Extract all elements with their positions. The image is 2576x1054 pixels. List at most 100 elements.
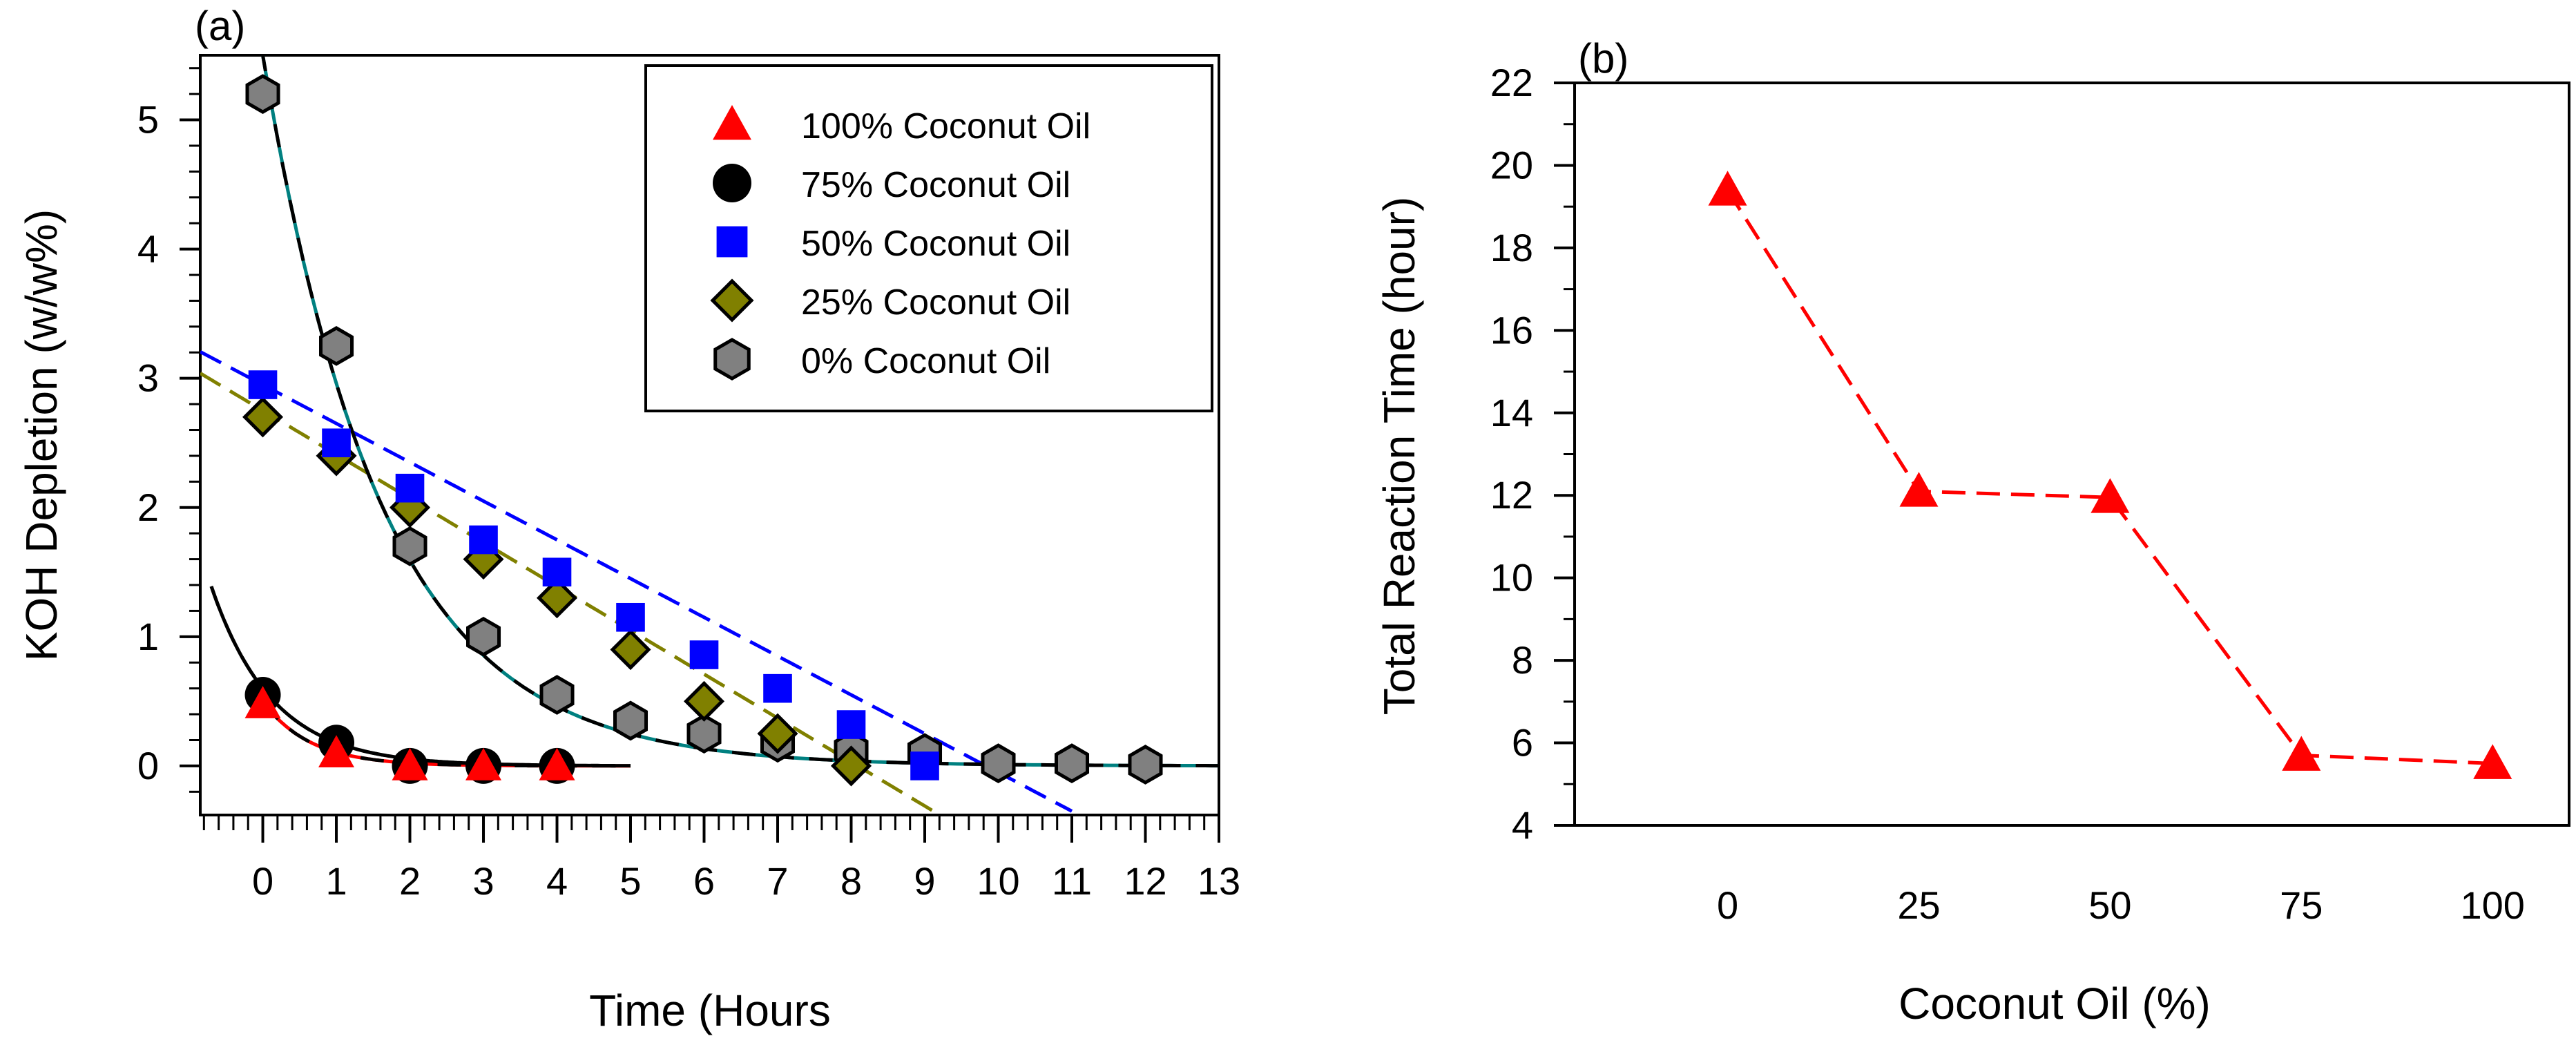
x-tick-label-a: 10 <box>977 859 1019 903</box>
data-point-hexagon <box>613 700 648 741</box>
legend-label-0: 0% Coconut Oil <box>801 341 1050 381</box>
x-axis-title-a: Time (Hours <box>589 986 831 1035</box>
data-markers-b <box>1708 171 2512 779</box>
series-line <box>1726 189 2493 765</box>
y-tick-label-a: 2 <box>137 486 159 529</box>
data-point-diamond <box>610 629 651 671</box>
legend-entry-0: 0% Coconut Oil <box>713 338 1050 381</box>
x-tick-label-a: 0 <box>252 859 273 903</box>
y-tick-label-b: 20 <box>1490 143 1533 186</box>
fit-curve-dash-1 <box>209 586 631 768</box>
data-point-triangle <box>2090 478 2130 513</box>
x-tick-label-b: 25 <box>1897 883 1940 927</box>
fit-line-2 <box>200 350 1073 813</box>
x-tick-label-a: 2 <box>399 859 421 903</box>
x-tick-label-a: 4 <box>546 859 568 903</box>
y-axis-ticks-b: 4 6 8 10 12 14 16 18 20 22 <box>1490 61 1575 847</box>
legend-marker-25 <box>710 278 754 323</box>
y-axis-title-b: Total Reaction Time (hour) <box>1374 197 1424 716</box>
y-tick-label-b: 18 <box>1490 226 1533 269</box>
data-point-hexagon <box>1128 745 1163 785</box>
y-tick-label-b: 22 <box>1490 61 1533 104</box>
y-tick-label-b: 16 <box>1490 308 1533 352</box>
x-tick-label-b: 100 <box>2461 883 2525 927</box>
data-point-square <box>910 751 939 780</box>
y-tick-label-b: 8 <box>1512 638 1533 682</box>
data-point-triangle <box>392 747 428 780</box>
data-point-hexagon <box>392 526 427 566</box>
data-point-square <box>542 557 572 587</box>
y-tick-label-b: 6 <box>1512 721 1533 765</box>
legend-marker-50 <box>716 226 748 258</box>
y-axis-ticks-a: 0 1 2 3 4 5 <box>137 67 200 793</box>
fit-curve-1 <box>209 586 631 768</box>
x-tick-label-b: 0 <box>1717 883 1738 927</box>
legend-marker-diamond <box>710 278 754 323</box>
data-point-square <box>395 473 425 503</box>
y-tick-label-b: 4 <box>1512 803 1533 847</box>
x-tick-label-a: 5 <box>619 859 641 903</box>
data-point-square <box>322 428 351 458</box>
data-point-hexagon <box>686 713 722 754</box>
x-tick-label-b: 75 <box>2280 883 2323 927</box>
x-tick-label-a: 11 <box>1052 859 1092 903</box>
data-point-diamond <box>830 745 872 787</box>
x-tick-label-a: 7 <box>767 859 788 903</box>
series-line-b <box>1726 189 2493 765</box>
data-point-square <box>689 640 719 669</box>
legend-marker-square <box>716 226 748 258</box>
legend-label-75: 75% Coconut Oil <box>801 165 1070 205</box>
y-tick-label-a: 1 <box>137 615 159 658</box>
data-point-square <box>469 525 498 555</box>
data-point-diamond <box>683 680 725 722</box>
legend-entry-100: 100% Coconut Oil <box>713 105 1090 146</box>
x-tick-label-a: 1 <box>325 859 347 903</box>
data-point-triangle <box>1899 472 1939 507</box>
y-tick-label-b: 14 <box>1490 391 1533 434</box>
legend-marker-circle <box>713 164 751 202</box>
panel-label-a: (a) <box>195 3 245 49</box>
data-point-triangle <box>1708 171 1747 206</box>
legend-entry-50: 50% Coconut Oil <box>716 224 1070 264</box>
legend-a: 100% Coconut Oil 75% Coconut Oil 50% Coc… <box>644 64 1213 412</box>
data-markers-a <box>242 74 1163 787</box>
data-point-diamond <box>536 577 578 619</box>
legend-marker-0 <box>713 338 751 381</box>
data-point-triangle <box>465 747 502 780</box>
data-point-triangle <box>539 747 575 780</box>
legend-label-25: 25% Coconut Oil <box>801 282 1070 323</box>
y-tick-label-a: 4 <box>137 227 159 271</box>
x-tick-label-a: 9 <box>914 859 935 903</box>
legend-entry-75: 75% Coconut Oil <box>713 164 1070 205</box>
y-tick-label-b: 12 <box>1490 473 1533 517</box>
x-tick-label-b: 50 <box>2088 883 2131 927</box>
data-point-triangle <box>244 686 281 718</box>
x-tick-label-a: 12 <box>1124 859 1166 903</box>
legend-marker-hexagon <box>713 338 751 381</box>
legend-marker-75 <box>713 164 751 202</box>
y-tick-label-a: 3 <box>137 356 159 400</box>
data-point-triangle <box>2473 744 2512 779</box>
y-tick-label-b: 10 <box>1490 556 1533 600</box>
legend-label-50: 50% Coconut Oil <box>801 224 1070 264</box>
data-point-diamond <box>757 713 798 754</box>
data-point-hexagon <box>245 74 280 115</box>
data-point-hexagon <box>466 616 501 657</box>
legend-label-100: 100% Coconut Oil <box>801 106 1090 146</box>
legend-marker-triangle <box>713 105 751 140</box>
x-axis-title-b: Coconut Oil (%) <box>1899 979 2211 1028</box>
data-point-square <box>763 673 792 703</box>
x-tick-label-a: 8 <box>840 859 862 903</box>
data-point-hexagon <box>1054 743 1090 784</box>
data-point-square <box>836 710 866 739</box>
data-point-hexagon <box>319 326 354 366</box>
plot-frame-a <box>199 54 1220 816</box>
x-tick-label-a: 3 <box>472 859 494 903</box>
x-axis-ticks-b: 0 25 50 75 100 <box>1717 883 2525 927</box>
x-tick-label-a: 13 <box>1198 859 1240 903</box>
data-point-square <box>248 370 278 399</box>
data-point-triangle <box>318 735 355 768</box>
y-tick-label-a: 0 <box>137 744 159 787</box>
